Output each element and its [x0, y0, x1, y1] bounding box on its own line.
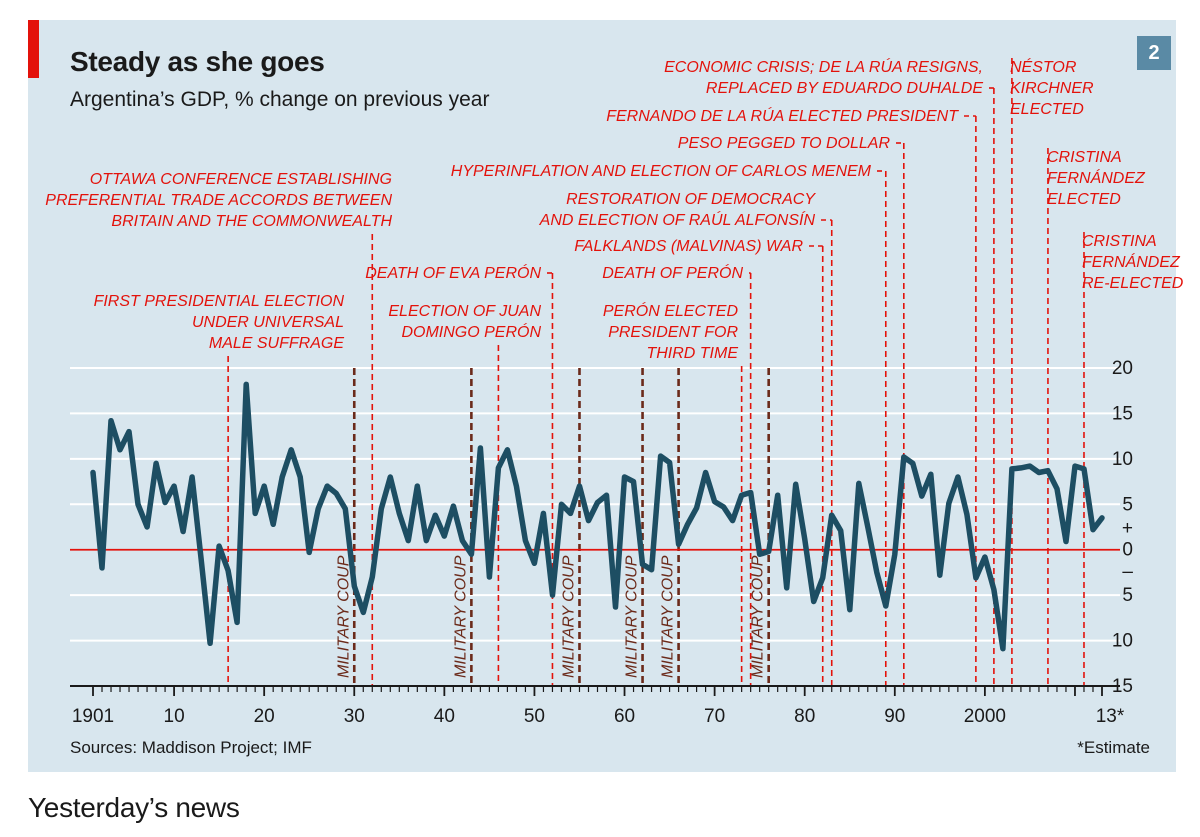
y-tick-label: 5	[1122, 585, 1133, 606]
event-annotation: FIRST PRESIDENTIAL ELECTION UNDER UNIVERS…	[94, 293, 345, 686]
event-annotation: HYPERINFLATION AND ELECTION OF CARLOS ME…	[451, 163, 887, 686]
event-label: DEATH OF PERÓN	[602, 263, 743, 282]
military-coup: MILITARY COUP	[452, 368, 473, 686]
event-label: KIRCHNER	[1010, 80, 1094, 97]
event-annotation: RESTORATION OF DEMOCRACY AND ELECTION OF …	[539, 191, 833, 686]
event-label: RESTORATION OF DEMOCRACY	[566, 191, 816, 208]
axis-layer: 1901 10 20 30 40 50 60 70 80 90 2000 13*20151050510…	[70, 358, 1133, 727]
x-tick-label: 80	[794, 706, 815, 727]
military-coup: MILITARY COUP	[560, 368, 581, 686]
positive-sign-label: +	[1122, 518, 1133, 539]
chart-title: Steady as she goes	[70, 46, 325, 77]
event-annotation: FALKLANDS (MALVINAS) WAR	[574, 238, 824, 686]
y-tick-label: 0	[1122, 540, 1133, 561]
x-tick-label: 10	[164, 706, 185, 727]
event-label: RE-ELECTED	[1082, 275, 1184, 292]
event-annotation: DEATH OF PERÓN	[602, 263, 752, 686]
x-tick-label: 90	[884, 706, 905, 727]
event-label: ELECTION OF JUAN	[388, 303, 541, 320]
event-annotation: CRISTINA FERNÁNDEZ RE-ELECTED	[1082, 232, 1184, 686]
event-label: FALKLANDS (MALVINAS) WAR	[574, 238, 803, 255]
x-tick-label: 60	[614, 706, 635, 727]
military-coup: MILITARY COUP	[335, 368, 356, 686]
event-label: DEATH OF EVA PERÓN	[365, 263, 541, 282]
coup-label: MILITARY COUP	[660, 555, 677, 678]
military-coup: MILITARY COUP	[624, 368, 644, 686]
coup-label: MILITARY COUP	[750, 555, 767, 678]
coup-label: MILITARY COUP	[335, 555, 352, 678]
event-label: HYPERINFLATION AND ELECTION OF CARLOS ME…	[451, 163, 872, 180]
event-annotation: PERÓN ELECTED PRESIDENT FOR THIRD TIME	[603, 301, 743, 686]
event-annotations: FIRST PRESIDENTIAL ELECTION UNDER UNIVERS…	[45, 57, 1184, 686]
y-tick-label: 5	[1122, 494, 1133, 515]
event-label: FERNÁNDEZ	[1047, 168, 1146, 187]
event-label: PREFERENTIAL TRADE ACCORDS BETWEEN	[45, 192, 392, 209]
event-label: CRISTINA	[1082, 233, 1157, 250]
event-label: REPLACED BY EDUARDO DUHALDE	[706, 80, 983, 97]
event-label: AND ELECTION OF RAÚL ALFONSÍN	[539, 210, 816, 229]
chart-number-badge: 2	[1137, 36, 1171, 70]
y-tick-label: 10	[1112, 631, 1133, 652]
event-label: FERNANDO DE LA RÚA ELECTED PRESIDENT	[606, 106, 959, 125]
event-annotation: ECONOMIC CRISIS; DE LA RÚA RESIGNS, REPLA…	[664, 57, 995, 686]
event-label: ELECTED	[1010, 101, 1084, 118]
event-label: PERÓN ELECTED	[603, 301, 739, 320]
chart-subtitle: Argentina’s GDP, % change on previous ye…	[70, 88, 490, 111]
event-label: NÉSTOR	[1010, 57, 1077, 76]
gdp-series-line	[90, 381, 1105, 652]
event-label: THIRD TIME	[646, 345, 738, 362]
event-annotation: OTTAWA CONFERENCE ESTABLISHING PREFERENTI…	[45, 171, 392, 686]
event-annotation: PESO PEGGED TO DOLLAR	[678, 135, 905, 686]
coup-label: MILITARY COUP	[452, 555, 469, 678]
event-label: BRITAIN AND THE COMMONWEALTH	[111, 213, 392, 230]
event-annotation: ELECTION OF JUAN DOMINGO PERÓN	[388, 303, 541, 686]
y-tick-label: 10	[1112, 449, 1133, 470]
x-tick-label: 13*	[1096, 706, 1125, 727]
source-note: Sources: Maddison Project; IMF	[70, 738, 312, 757]
military-coup: MILITARY COUP	[750, 368, 770, 686]
event-label: PESO PEGGED TO DOLLAR	[678, 135, 891, 152]
event-label: OTTAWA CONFERENCE ESTABLISHING	[90, 171, 392, 188]
coup-label: MILITARY COUP	[624, 555, 641, 678]
event-annotation: DEATH OF EVA PERÓN	[365, 263, 554, 686]
event-annotation: NÉSTOR KIRCHNER ELECTED	[1010, 57, 1094, 686]
event-label: FERNÁNDEZ	[1082, 252, 1181, 271]
event-label: UNDER UNIVERSAL	[192, 314, 344, 331]
x-tick-label: 1901	[72, 706, 114, 727]
coup-label: MILITARY COUP	[560, 555, 577, 678]
event-label: FIRST PRESIDENTIAL ELECTION	[94, 293, 345, 310]
x-tick-label: 50	[524, 706, 545, 727]
x-tick-label: 30	[344, 706, 365, 727]
x-tick-label: 40	[434, 706, 455, 727]
y-tick-label: 20	[1112, 358, 1133, 379]
event-label: ELECTED	[1047, 191, 1121, 208]
chart-panel	[28, 20, 1176, 772]
y-tick-label: 15	[1112, 676, 1133, 697]
event-annotation: CRISTINA FERNÁNDEZ ELECTED	[1047, 148, 1146, 686]
event-label: PRESIDENT FOR	[608, 324, 738, 341]
article-subheading: Yesterday’s news	[28, 792, 240, 823]
x-tick-label: 70	[704, 706, 725, 727]
event-annotation: FERNANDO DE LA RÚA ELECTED PRESIDENT	[606, 106, 977, 686]
x-tick-label: 2000	[964, 706, 1006, 727]
x-tick-label: 20	[254, 706, 275, 727]
estimate-footnote: *Estimate	[1077, 738, 1150, 757]
negative-sign-label: –	[1122, 561, 1133, 582]
event-label: DOMINGO PERÓN	[401, 322, 541, 341]
event-label: MALE SUFFRAGE	[209, 335, 344, 352]
brand-red-tab	[28, 20, 39, 78]
event-label: ECONOMIC CRISIS; DE LA RÚA RESIGNS,	[664, 57, 983, 76]
series-layer	[90, 381, 1105, 652]
event-label: CRISTINA	[1047, 149, 1122, 166]
y-tick-label: 15	[1112, 403, 1133, 424]
